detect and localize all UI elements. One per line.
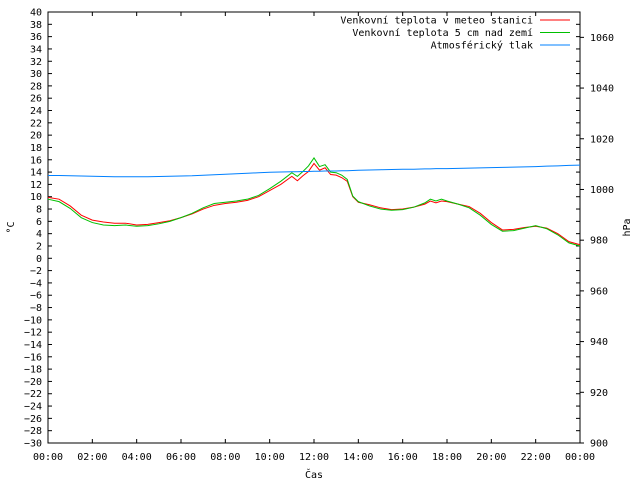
- y-tick-label: 26: [30, 94, 42, 105]
- y-axis-ticks: −30−28−26−24−22−20−18−16−14−12−10−8−6−4−…: [24, 8, 580, 450]
- y-tick-label: −6: [30, 291, 42, 302]
- y-tick-label: −2: [30, 266, 42, 277]
- y2-tick-label: 1020: [590, 134, 614, 145]
- x-axis-label: Čas: [305, 468, 323, 480]
- y-axis-label: °C: [6, 221, 17, 233]
- series-layer: [47, 157, 581, 247]
- plot-frame: [47, 11, 581, 444]
- y2-tick-label: 1040: [590, 84, 614, 95]
- y-tick-label: 34: [30, 44, 42, 55]
- series-line-1: [47, 157, 581, 247]
- x-tick-label: 02:00: [77, 452, 107, 463]
- y-tick-label: −8: [30, 303, 42, 314]
- x-tick-label: 00:00: [565, 452, 595, 463]
- y2-tick-label: 980: [590, 236, 608, 247]
- x-tick-label: 00:00: [33, 452, 63, 463]
- y-tick-label: 36: [30, 32, 42, 43]
- y-tick-label: 4: [36, 229, 42, 240]
- legend: Venkovní teplota v meteo staniciVenkovní…: [340, 15, 570, 52]
- y-tick-label: 0: [36, 254, 42, 265]
- y2-tick-label: 1060: [590, 33, 614, 44]
- y-tick-label: −22: [24, 389, 42, 400]
- series-line-2: [48, 164, 581, 178]
- x-tick-label: 14:00: [343, 452, 373, 463]
- y-tick-label: −18: [24, 365, 42, 376]
- y-tick-label: −20: [24, 377, 42, 388]
- y-tick-label: 22: [30, 118, 42, 129]
- y-tick-label: −10: [24, 315, 42, 326]
- y-tick-label: −30: [24, 439, 42, 450]
- y-tick-label: 10: [30, 192, 42, 203]
- y2-tick-label: 940: [590, 337, 608, 348]
- x-tick-label: 18:00: [432, 452, 462, 463]
- y-tick-label: 16: [30, 155, 42, 166]
- y2-tick-label: 920: [590, 388, 608, 399]
- x-tick-label: 04:00: [122, 452, 152, 463]
- legend-label-2: Atmosférický tlak: [431, 40, 533, 52]
- y-tick-label: 20: [30, 131, 42, 142]
- legend-label-0: Venkovní teplota v meteo stanici: [340, 15, 533, 27]
- y-tick-label: −4: [30, 278, 42, 289]
- x-tick-label: 06:00: [166, 452, 196, 463]
- y-tick-label: 18: [30, 143, 42, 154]
- y2-axis-label: hPa: [622, 218, 633, 236]
- y-tick-label: −26: [24, 414, 42, 425]
- y2-tick-label: 1000: [590, 185, 614, 196]
- x-tick-label: 08:00: [210, 452, 240, 463]
- y-tick-label: 6: [36, 217, 42, 228]
- y-tick-label: −28: [24, 426, 42, 437]
- y2-tick-label: 960: [590, 286, 608, 297]
- y-tick-label: 24: [30, 106, 42, 117]
- y-tick-label: 30: [30, 69, 42, 80]
- series-line-0: [47, 162, 581, 246]
- y-tick-label: 40: [30, 8, 42, 19]
- x-tick-label: 20:00: [476, 452, 506, 463]
- x-axis-ticks: 00:00 02:00 04:00 06:00 08:00 10:00 12:00 14:00…: [33, 12, 595, 463]
- y-tick-label: 14: [30, 168, 42, 179]
- x-tick-label: 10:00: [255, 452, 285, 463]
- y-tick-label: −12: [24, 328, 42, 339]
- y-tick-label: 28: [30, 81, 42, 92]
- y-tick-label: −16: [24, 352, 42, 363]
- y-tick-label: 38: [30, 20, 42, 31]
- y-tick-label: 32: [30, 57, 42, 68]
- x-tick-label: 16:00: [388, 452, 418, 463]
- x-tick-label: 22:00: [521, 452, 551, 463]
- y-tick-label: −24: [24, 402, 42, 413]
- y2-axis-ticks: 900 920 940 960 980 1000 1020 1040 1060: [580, 33, 614, 450]
- x-tick-label: 12:00: [299, 452, 329, 463]
- y-tick-label: 12: [30, 180, 42, 191]
- y-tick-label: 2: [36, 241, 42, 252]
- y-tick-label: 8: [36, 205, 42, 216]
- y2-tick-label: 900: [590, 439, 608, 450]
- y-tick-label: −14: [24, 340, 42, 351]
- legend-label-1: Venkovní teplota 5 cm nad zemí: [352, 27, 533, 39]
